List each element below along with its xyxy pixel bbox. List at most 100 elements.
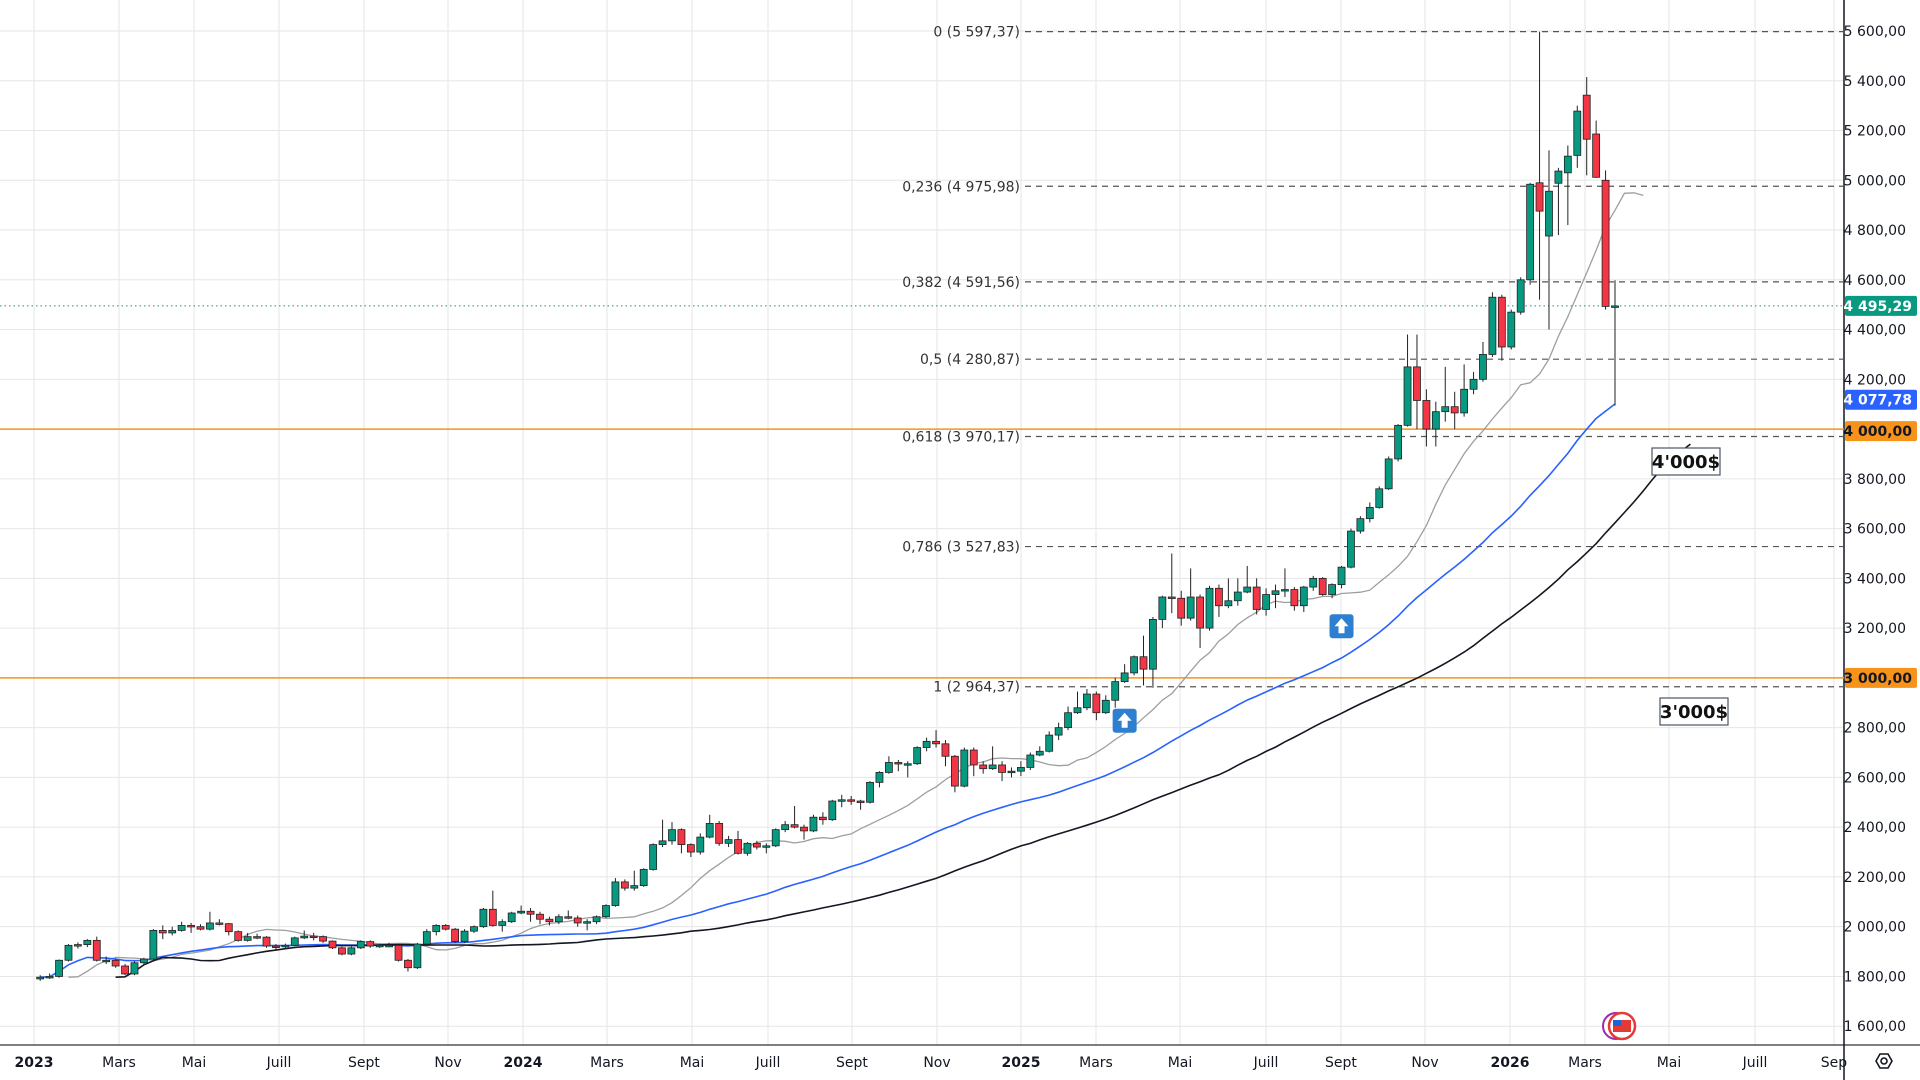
candle[interactable] [1431, 401, 1440, 447]
candle[interactable] [1262, 588, 1270, 616]
candle[interactable] [696, 833, 705, 855]
candle[interactable] [630, 870, 639, 891]
candle[interactable] [1347, 528, 1355, 569]
candle[interactable] [111, 959, 120, 968]
candle[interactable] [36, 975, 45, 981]
candle[interactable] [1120, 664, 1129, 683]
candle[interactable] [224, 922, 233, 936]
candle[interactable] [1045, 731, 1054, 753]
candle[interactable] [479, 908, 488, 928]
candle[interactable] [196, 924, 205, 931]
candle[interactable] [1545, 150, 1553, 330]
candle[interactable] [1328, 583, 1336, 599]
candle[interactable] [328, 940, 337, 950]
candle[interactable] [951, 755, 959, 793]
candle[interactable] [837, 794, 846, 808]
candle[interactable] [1252, 578, 1261, 615]
candle[interactable] [1601, 170, 1610, 310]
candle[interactable] [545, 916, 554, 926]
arrow-up-marker-icon[interactable] [1329, 614, 1354, 639]
candle[interactable] [234, 930, 243, 942]
candle[interactable] [1186, 568, 1195, 621]
candle[interactable] [177, 921, 186, 932]
candle[interactable] [281, 943, 290, 949]
candle[interactable] [1592, 120, 1601, 178]
candle[interactable] [1196, 594, 1204, 649]
candle[interactable] [290, 936, 299, 947]
candle[interactable] [413, 942, 422, 969]
candle[interactable] [771, 828, 780, 848]
candle[interactable] [960, 747, 969, 788]
candle[interactable] [1054, 722, 1063, 741]
candle[interactable] [1271, 584, 1280, 609]
candle[interactable] [394, 944, 403, 962]
candle[interactable] [1026, 752, 1035, 770]
candle[interactable] [1017, 761, 1025, 777]
candle[interactable] [187, 922, 195, 933]
candle[interactable] [1064, 706, 1072, 731]
candle[interactable] [573, 915, 582, 927]
candle[interactable] [215, 919, 224, 926]
candle[interactable] [507, 911, 516, 923]
price-note-box[interactable] [1651, 447, 1721, 476]
candle[interactable] [932, 730, 940, 748]
candle[interactable] [206, 911, 214, 931]
candle[interactable] [790, 806, 799, 829]
candle[interactable] [1073, 691, 1082, 714]
candle[interactable] [1450, 391, 1459, 430]
candle[interactable] [262, 936, 271, 948]
candle[interactable] [1403, 334, 1412, 427]
candle[interactable] [1035, 746, 1044, 757]
candle[interactable] [1101, 695, 1110, 714]
candle[interactable] [1158, 595, 1167, 629]
candle[interactable] [149, 929, 158, 961]
candle[interactable] [866, 781, 874, 804]
candle[interactable] [1205, 585, 1214, 631]
candle[interactable] [498, 919, 507, 932]
candle[interactable] [1365, 502, 1374, 523]
candle[interactable] [140, 957, 148, 966]
candle[interactable] [1611, 280, 1619, 406]
candle[interactable] [1177, 590, 1186, 626]
candle[interactable] [922, 737, 931, 752]
candle[interactable] [913, 746, 922, 765]
candle[interactable] [488, 890, 497, 927]
candle[interactable] [705, 814, 714, 839]
candle[interactable] [894, 759, 903, 772]
candle[interactable] [404, 959, 412, 972]
candle[interactable] [1535, 31, 1544, 300]
candle[interactable] [272, 944, 280, 951]
candle[interactable] [1516, 277, 1525, 315]
candle[interactable] [45, 973, 54, 979]
candle[interactable] [92, 936, 101, 962]
candle[interactable] [884, 756, 893, 774]
candle[interactable] [611, 878, 620, 907]
candle[interactable] [602, 904, 610, 918]
candle[interactable] [1318, 577, 1327, 596]
candle[interactable] [432, 924, 441, 936]
candle[interactable] [243, 932, 252, 942]
candle[interactable] [743, 842, 752, 856]
candle[interactable] [356, 940, 365, 950]
candle[interactable] [554, 914, 563, 925]
candle[interactable] [800, 824, 808, 840]
candle[interactable] [1139, 635, 1148, 686]
candle[interactable] [536, 911, 544, 925]
candle[interactable] [1497, 294, 1506, 361]
candle[interactable] [1007, 767, 1016, 778]
candle[interactable] [564, 910, 573, 920]
candle[interactable] [1554, 167, 1563, 236]
candle[interactable] [781, 820, 790, 833]
candle[interactable] [1130, 655, 1138, 676]
candle[interactable] [1375, 486, 1384, 509]
candle[interactable] [734, 830, 742, 855]
candle[interactable] [686, 843, 695, 858]
candle[interactable] [375, 943, 384, 948]
candle[interactable] [422, 929, 431, 946]
candle[interactable] [941, 740, 950, 767]
candle[interactable] [1488, 292, 1497, 357]
candle[interactable] [1083, 689, 1091, 711]
candle[interactable] [1215, 584, 1223, 617]
candle[interactable] [1356, 516, 1365, 534]
candle[interactable] [724, 835, 733, 848]
